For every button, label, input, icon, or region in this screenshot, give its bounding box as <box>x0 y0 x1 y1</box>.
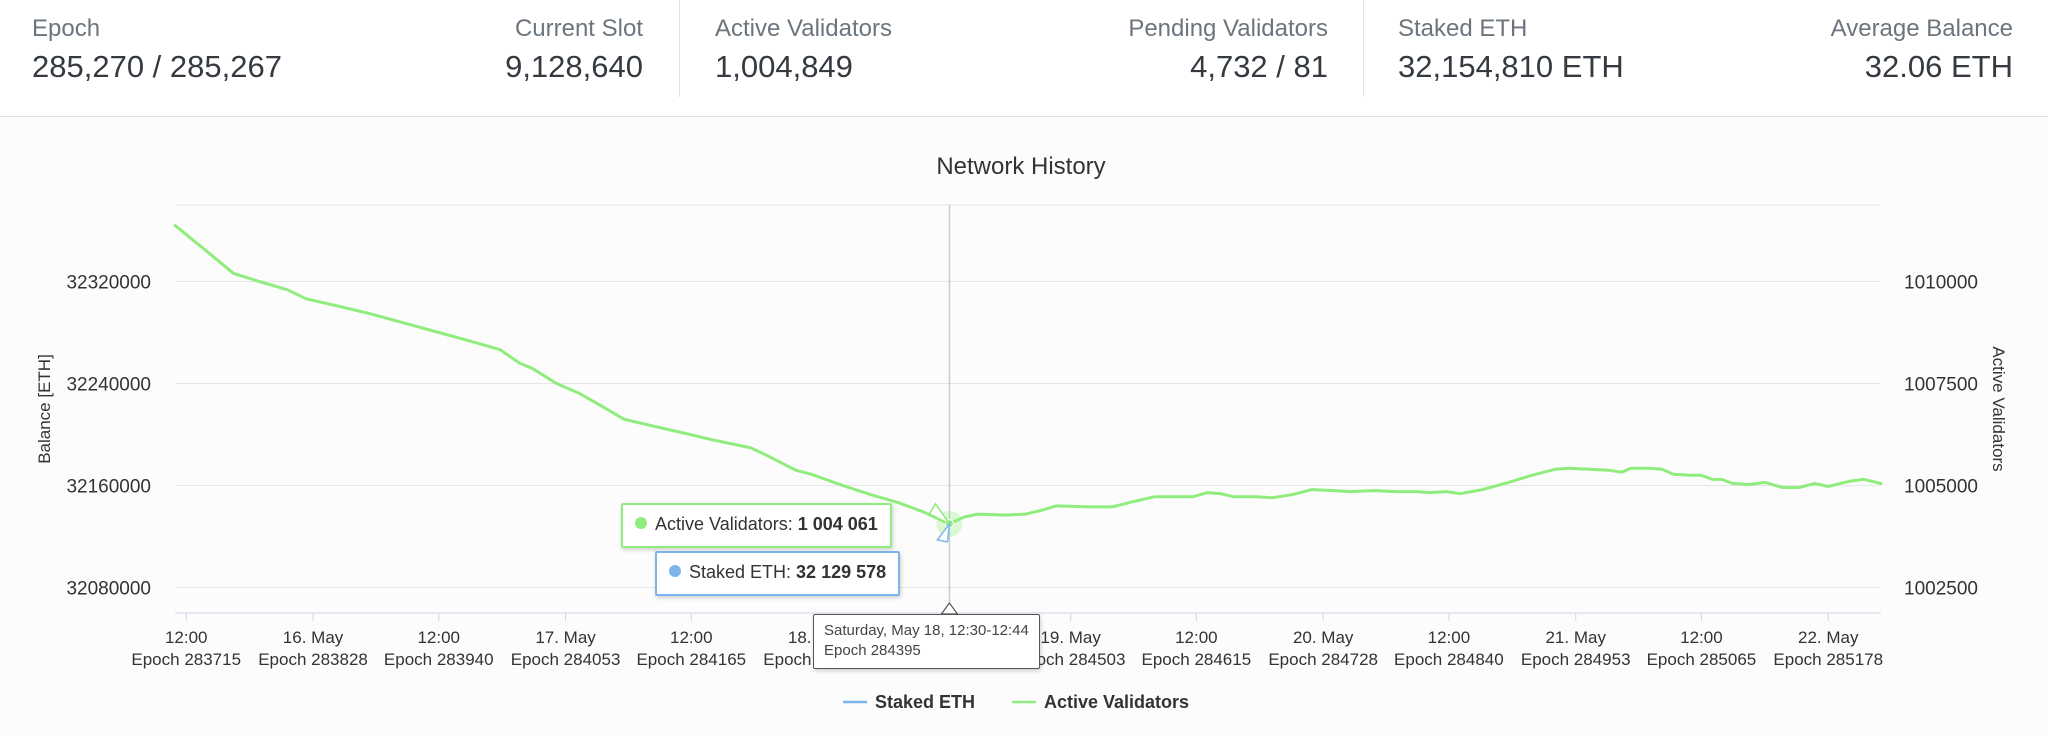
x-tick-label: Epoch 283940 <box>384 650 494 669</box>
chart-title: Network History <box>936 153 1105 180</box>
x-tick-label: Epoch 283828 <box>258 650 368 669</box>
network-history-chart: Network History 32080000 32160000 32240000… <box>0 117 2048 736</box>
divider <box>679 0 680 97</box>
y-left-tick-label: 32240000 <box>66 375 151 396</box>
x-tick-label: Epoch 285065 <box>1647 650 1757 669</box>
stat-label: Active Validators <box>715 15 892 42</box>
x-tick-label: 19. May <box>1040 628 1101 647</box>
x-tick-label: Epoch 284840 <box>1394 650 1504 669</box>
stat-label: Current Slot <box>514 15 643 42</box>
stat-value: 9,128,640 <box>505 49 643 84</box>
hover-markers <box>928 502 963 615</box>
y-left-tick-label: 32160000 <box>66 477 151 498</box>
stat-value: 4,732 / 81 <box>1190 49 1328 84</box>
tooltip-pointer <box>928 502 951 525</box>
x-tick-label: 12:00 <box>670 628 713 647</box>
x-tick-label: Epoch 284503 <box>1016 650 1126 669</box>
series-lines <box>173 223 1883 526</box>
stat-value: 285,270 / 285,267 <box>32 49 282 84</box>
x-tick-label: 12:00 <box>1680 628 1723 647</box>
x-tick-label: Epoch 285178 <box>1773 650 1883 669</box>
stat-value: 32.06 ETH <box>1864 49 2013 84</box>
x-tick-label: Epoch 284953 <box>1521 650 1631 669</box>
legend-item-staked-eth[interactable]: Staked ETH <box>843 692 975 712</box>
divider <box>1363 0 1364 97</box>
legend-label: Staked ETH <box>875 692 975 712</box>
x-tick-label: Epoch 284615 <box>1142 650 1252 669</box>
tooltip-value: 32 129 578 <box>796 562 887 582</box>
y-right-tick-label: 1002500 <box>1904 579 1978 600</box>
stat-value: 32,154,810 ETH <box>1398 49 1624 84</box>
y-right-tick-label: 1010000 <box>1904 273 1978 294</box>
stat-label: Staked ETH <box>1398 15 1528 42</box>
y-left-tick-label: 32320000 <box>66 273 151 294</box>
tooltip-label: Active Validators: <box>655 514 798 534</box>
tooltip-active-validators: Active Validators: 1 004 061 <box>621 503 892 548</box>
tooltip-pointer <box>940 601 959 615</box>
network-stats-bar: Epoch 285,270 / 285,267 Current Slot 9,1… <box>0 0 2048 117</box>
tooltip-epoch: Epoch 284395 <box>824 642 921 659</box>
legend-label: Active Validators <box>1044 692 1189 712</box>
x-tick-label: Epoch 283715 <box>131 650 241 669</box>
x-tick-label: 12:00 <box>417 628 460 647</box>
stat-active-validators: Active Validators 1,004,849 <box>715 15 892 85</box>
y-left-tick-label: 32080000 <box>66 579 151 600</box>
stat-average-balance: Average Balance 32.06 ETH <box>1831 15 2013 85</box>
x-tick-label: Epoch 284165 <box>636 650 746 669</box>
legend[interactable]: Staked ETH Active Validators <box>843 692 1189 712</box>
stat-pending-validators: Pending Validators 4,732 / 81 <box>1128 15 1328 85</box>
y-left-axis-title: Balance [ETH] <box>35 354 54 464</box>
series-dot-icon <box>635 517 647 530</box>
stat-value: 1,004,849 <box>715 49 853 84</box>
tooltip-time: Saturday, May 18, 12:30-12:44 Epoch 2843… <box>813 614 1040 669</box>
y-right-tick-label: 1007500 <box>1904 375 1978 396</box>
legend-item-active-validators[interactable]: Active Validators <box>1012 692 1189 712</box>
tooltip-label: Staked ETH: <box>689 562 797 582</box>
x-tick-label: 12:00 <box>165 628 208 647</box>
y-right-tick-label: 1005000 <box>1904 477 1978 498</box>
x-tick-label: 12:00 <box>1428 628 1471 647</box>
x-tick-label: 12:00 <box>1175 628 1218 647</box>
x-tick-label: 20. May <box>1293 628 1354 647</box>
series-line-active-validators <box>173 223 1883 526</box>
stat-label: Epoch <box>32 15 101 42</box>
x-tick-label: 22. May <box>1798 628 1859 647</box>
x-tick-label: Epoch 284053 <box>511 650 621 669</box>
x-tick-label: 21. May <box>1545 628 1606 647</box>
series-dot-icon <box>669 565 681 578</box>
y-right-axis-title: Active Validators <box>1989 346 2008 471</box>
axis-labels: 32080000 32160000 32240000 32320000 1002500 1… <box>35 273 2008 670</box>
tooltip-pointer <box>936 521 951 543</box>
tooltip-staked-eth: Staked ETH: 32 129 578 <box>655 551 901 596</box>
grid-lines <box>175 204 1881 614</box>
tooltip-value: 1 004 061 <box>797 514 878 534</box>
stat-staked-eth: Staked ETH 32,154,810 ETH <box>1398 15 1624 85</box>
stat-label: Pending Validators <box>1128 15 1328 42</box>
x-tick-label: 16. May <box>283 628 344 647</box>
stat-epoch: Epoch 285,270 / 285,267 <box>32 15 282 85</box>
x-tick-label: Epoch 284728 <box>1268 650 1378 669</box>
chart-svg[interactable]: Network History 32080000 32160000 32240000… <box>0 117 2048 736</box>
stat-current-slot: Current Slot 9,128,640 <box>505 15 643 85</box>
stat-label: Average Balance <box>1830 15 2013 42</box>
x-tick-label: 17. May <box>535 628 596 647</box>
tooltip-date: Saturday, May 18, 12:30-12:44 <box>824 622 1029 639</box>
